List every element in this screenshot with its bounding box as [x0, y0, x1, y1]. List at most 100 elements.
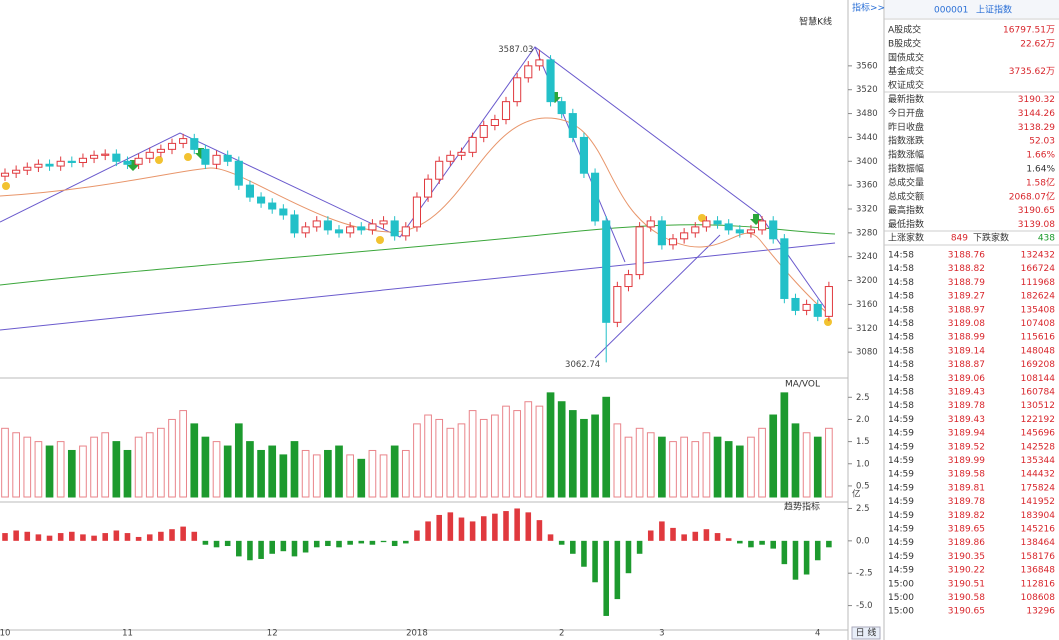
trade-price: 3188.76	[948, 251, 985, 261]
y-tick-label: 0.0	[856, 536, 870, 546]
candle-body	[279, 208, 288, 216]
quote-label: 国债成交	[888, 51, 924, 63]
macd-bar	[792, 540, 799, 580]
macd-bar	[369, 540, 376, 545]
candle-body	[56, 160, 65, 167]
candle-body	[268, 202, 277, 210]
period-button-bg[interactable]	[851, 626, 881, 640]
trade-volume: 169208	[1021, 360, 1056, 370]
volume-bar	[145, 432, 154, 498]
macd-bar	[213, 540, 220, 548]
y-tick-label: 3520	[856, 85, 878, 95]
macd-bar	[714, 533, 721, 541]
quote-value: 3138.29	[1018, 123, 1055, 133]
volume-bar	[168, 418, 176, 498]
volume-bar	[234, 423, 243, 498]
macd-bar	[536, 520, 543, 541]
quote-label: B股成交	[888, 37, 921, 49]
y-tick-label: 2.5	[856, 504, 870, 514]
volume-bar	[324, 449, 332, 498]
macd-bar	[581, 540, 587, 567]
volume-bar	[1, 427, 9, 498]
trade-price: 3190.58	[948, 593, 985, 603]
trade-price: 3189.99	[948, 456, 985, 466]
trade-time: 14:59	[888, 525, 914, 535]
volume-bar	[268, 445, 277, 498]
trade-price: 3189.65	[948, 525, 985, 535]
quote-value: 1.58亿	[1026, 176, 1055, 188]
quote-label: 基金成交	[888, 65, 924, 77]
candle-body	[591, 172, 600, 222]
trade-volume: 148048	[1021, 346, 1056, 356]
quote-value: 3139.08	[1018, 220, 1055, 230]
decline-label: 下跌家数	[973, 232, 1009, 244]
candle-body	[791, 297, 800, 311]
candle-body	[312, 220, 321, 228]
candle-body	[334, 229, 344, 234]
volume-bar	[413, 423, 421, 498]
volume-bar	[635, 427, 644, 498]
period-button[interactable]: 日 线	[856, 627, 877, 639]
quote-label: 总成交量	[888, 176, 924, 188]
buy-signal	[376, 236, 384, 244]
candle-body	[201, 148, 210, 165]
volume-bar	[580, 418, 588, 498]
volume-bar	[12, 432, 20, 498]
macd-bar	[703, 529, 710, 541]
y-tick-label: 3440	[856, 133, 878, 143]
volume-bar	[123, 449, 132, 498]
quote-value: 3735.62万	[1009, 67, 1055, 77]
candle-body	[212, 154, 221, 165]
volume-bar	[179, 410, 187, 498]
macd-bar	[436, 514, 442, 541]
macd-bar	[124, 533, 131, 541]
trade-time: 14:59	[888, 415, 914, 425]
y-tick-label: -5.0	[856, 601, 873, 611]
volume-bar	[813, 436, 822, 498]
x-tick-label: 4	[815, 629, 820, 639]
chart-title: 智慧K线	[799, 16, 832, 28]
y-tick-label: 3320	[856, 205, 878, 215]
volume-title: MA/VOL	[785, 380, 820, 390]
quote-label: 最新指数	[888, 93, 924, 105]
y-tick-label: 3400	[856, 157, 878, 167]
macd-bar	[113, 530, 120, 541]
candle-body	[234, 160, 243, 186]
y-tick-label: 0.5	[856, 481, 870, 491]
low-annotation: 3062.74	[565, 360, 600, 370]
volume-bar	[780, 392, 789, 498]
macd-bar	[202, 540, 209, 545]
volume-bar	[457, 423, 466, 498]
macd-bar	[391, 540, 398, 547]
candle-body	[735, 229, 744, 234]
candle-body	[746, 229, 756, 234]
trade-price: 3188.99	[948, 333, 985, 343]
volume-bar	[546, 392, 555, 498]
macd-bar	[269, 540, 275, 554]
candle-body	[424, 178, 433, 198]
candle-body	[568, 113, 577, 138]
candle-body	[34, 163, 43, 168]
x-tick-label: 10	[0, 629, 10, 639]
candle-body	[401, 226, 410, 237]
trade-time: 14:59	[888, 511, 914, 521]
indicator-button[interactable]: 指标>>	[852, 2, 885, 14]
macd-bar	[69, 531, 75, 541]
candle-body	[245, 184, 255, 198]
candle-body	[524, 65, 533, 79]
volume-bar	[257, 449, 265, 498]
candle-body	[780, 238, 789, 299]
volume-bar	[624, 436, 633, 498]
quote-value: 1.66%	[1026, 151, 1055, 161]
volume-bar	[101, 432, 110, 498]
advance-label: 上涨家数	[888, 232, 924, 244]
macd-bar	[247, 540, 253, 561]
y-tick-label: 3160	[856, 300, 878, 310]
volume-bar	[568, 410, 577, 498]
macd-bar	[603, 540, 609, 616]
volume-bar	[613, 423, 622, 498]
y-tick-label: -2.5	[856, 569, 873, 579]
macd-bar	[135, 536, 142, 541]
volume-bar	[758, 427, 766, 498]
macd-bar	[158, 531, 164, 541]
